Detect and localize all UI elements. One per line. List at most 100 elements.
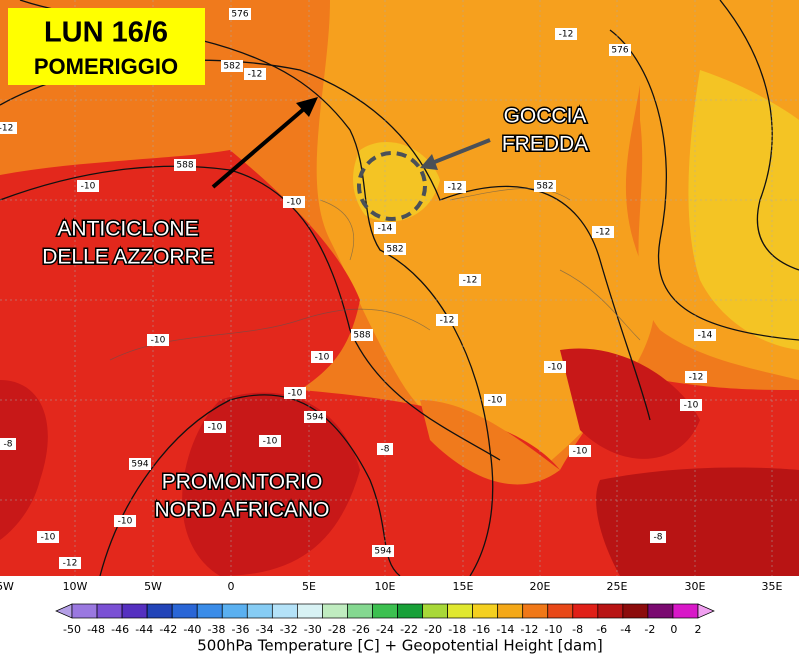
longitude-label: 30E xyxy=(685,580,706,593)
cold-drop-circle xyxy=(357,151,427,221)
contour-label-box xyxy=(484,394,506,406)
longitude-label: 10E xyxy=(375,580,396,593)
colorbar-segment xyxy=(547,603,574,619)
contour-label: -14 xyxy=(378,224,393,234)
colorbar-segment xyxy=(472,603,499,619)
colorbar-label: -4 xyxy=(620,623,631,636)
contour-label-box xyxy=(544,361,566,373)
contour-label: 576 xyxy=(611,46,628,56)
contour-label: -10 xyxy=(208,423,223,433)
colorbar-segment xyxy=(622,603,649,619)
contour-label: -10 xyxy=(287,198,302,208)
contour-label-box xyxy=(147,334,169,346)
contour-label: -10 xyxy=(684,401,699,411)
contour-label: -10 xyxy=(151,336,166,346)
colorbar-label: -12 xyxy=(520,623,538,636)
contour-label: -12 xyxy=(559,30,574,40)
contour-label: -10 xyxy=(41,533,56,543)
contour-label: 594 xyxy=(374,547,391,557)
contour-label-box xyxy=(37,531,59,543)
contour-label-box xyxy=(374,222,396,234)
colorbar-label: -2 xyxy=(644,623,655,636)
colorbar-label: -38 xyxy=(207,623,225,636)
colorbar-segment xyxy=(672,603,699,619)
contour-label-box xyxy=(244,68,266,80)
contour-label: -10 xyxy=(548,363,563,373)
colorbar-segment xyxy=(347,603,373,619)
contour-label-box xyxy=(650,531,666,543)
colorbar-end xyxy=(697,603,715,619)
contour-label-box xyxy=(680,399,702,411)
map-background xyxy=(0,0,799,576)
contour-label-box xyxy=(77,180,99,192)
colorbar-segment xyxy=(96,603,123,619)
contour-label: 582 xyxy=(536,182,553,192)
contour-label-box xyxy=(377,443,393,455)
arrows xyxy=(211,97,491,189)
contour-label-box xyxy=(283,196,305,208)
contour-label-box xyxy=(204,421,226,433)
contour-label-box xyxy=(609,44,631,56)
colorbar-label: -20 xyxy=(424,623,442,636)
contour-label: -8 xyxy=(381,445,390,455)
contour-label: 582 xyxy=(223,62,240,72)
contour-label: -10 xyxy=(573,447,588,457)
contour-label: -12 xyxy=(689,373,704,383)
contour-label: -12 xyxy=(63,559,78,569)
colorbar-label: -26 xyxy=(352,623,370,636)
contour-label: -12 xyxy=(0,124,13,134)
caption: 500hPa Temperature [C] + Geopotential He… xyxy=(197,637,602,655)
colorbar-segment xyxy=(121,603,148,619)
contour-label-box xyxy=(444,181,466,193)
contour-label-box xyxy=(351,329,373,341)
contour-label: -10 xyxy=(118,517,133,527)
annotation: DELLE AZZORRE xyxy=(42,246,214,269)
longitude-label: 15E xyxy=(453,580,474,593)
contour-label: 588 xyxy=(176,161,193,171)
annotation: GOCCIA xyxy=(504,105,587,128)
contour-label-box xyxy=(59,557,81,569)
colorbar-segment xyxy=(271,603,298,619)
colorbar-segment xyxy=(647,603,674,619)
contour-label-box xyxy=(174,159,196,171)
colorbar-segment xyxy=(422,603,448,619)
colorbar-label: -36 xyxy=(232,623,250,636)
annotation: NORD AFRICANO xyxy=(154,499,329,522)
contour-label: -8 xyxy=(4,440,13,450)
colorbar-label: -8 xyxy=(572,623,583,636)
contour-label: -10 xyxy=(315,353,330,363)
colorbar-label: -22 xyxy=(400,623,418,636)
title: LUN 16/6 xyxy=(44,17,168,49)
longitude-label: 20E xyxy=(530,580,551,593)
longitude-label: 5W xyxy=(0,580,14,593)
colorbar-segment xyxy=(397,603,423,619)
colorbar-label: -18 xyxy=(448,623,466,636)
colorbar-label: 2 xyxy=(695,623,702,636)
colorbar-segment xyxy=(221,603,248,619)
contour-label: -12 xyxy=(448,183,463,193)
colorbar-segment xyxy=(71,603,98,619)
colorbar-label: -48 xyxy=(87,623,105,636)
contour-label-box xyxy=(129,458,151,470)
contour-label-box xyxy=(114,515,136,527)
longitude-label: 35E xyxy=(762,580,783,593)
annotation: FREDDA xyxy=(502,133,588,156)
colorbar-label: -34 xyxy=(256,623,274,636)
contour-label: 588 xyxy=(353,331,370,341)
colorbar-segment xyxy=(196,603,223,619)
contour-label-box xyxy=(259,435,281,447)
contour-label-box xyxy=(0,438,16,450)
colorbar-segment xyxy=(522,603,549,619)
contour-label: 582 xyxy=(386,245,403,255)
colorbar-label: -32 xyxy=(280,623,298,636)
contour-label-box xyxy=(459,274,481,286)
contour-label: 594 xyxy=(306,413,323,423)
contour-label: 576 xyxy=(231,10,248,20)
contour-label-box xyxy=(534,180,556,192)
subtitle: POMERIGGIO xyxy=(34,54,178,79)
longitude-label: 10W xyxy=(63,580,88,593)
contour-label-box xyxy=(569,445,591,457)
colorbar-segment xyxy=(572,603,599,619)
longitude-label: 25E xyxy=(607,580,628,593)
contour-label-box xyxy=(372,545,394,557)
